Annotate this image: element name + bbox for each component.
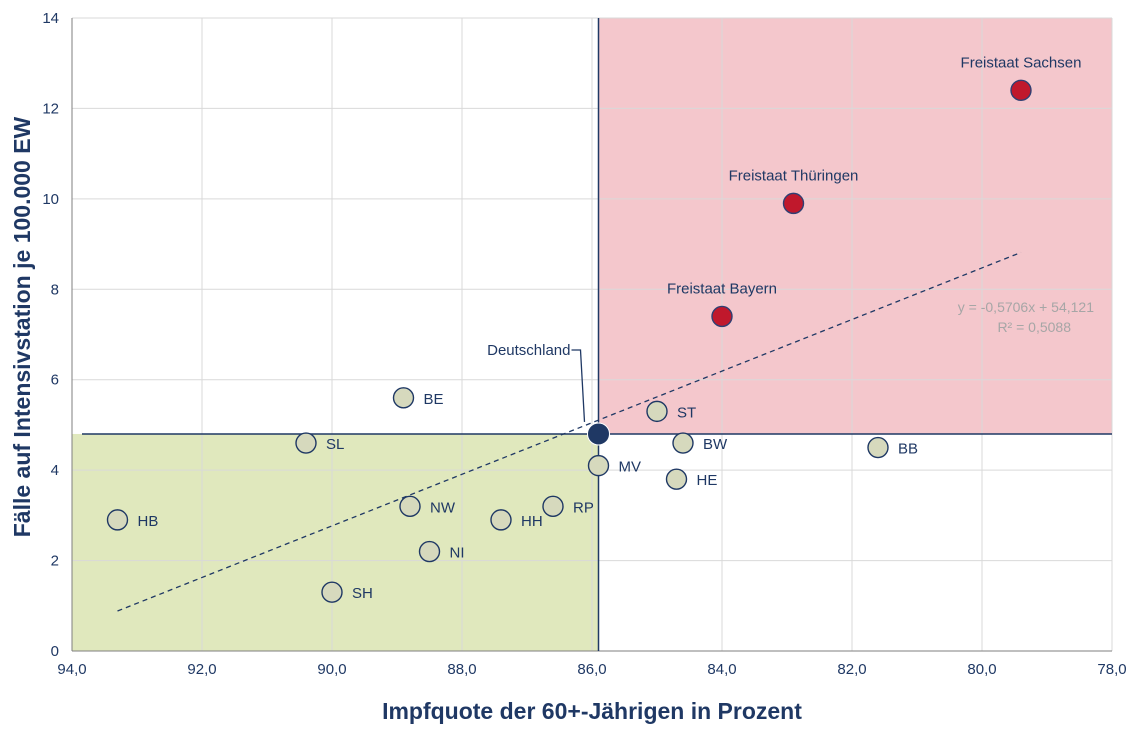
point-label-hh: HH: [521, 513, 543, 530]
point-he: [665, 468, 688, 490]
point-ni: [418, 540, 441, 563]
trendline-r2: R² = 0,5088: [997, 319, 1071, 335]
point-label-mv: MV: [619, 459, 642, 476]
point-label-freistaat-sachsen: Freistaat Sachsen: [961, 54, 1082, 71]
point-label-freistaat-bayern: Freistaat Bayern: [667, 280, 777, 297]
point-label-ni: NI: [450, 545, 465, 562]
ticks-layer: 94,0 92,0 90,0 88,0 86,0 84,0 82,0 80,0 78,0 0 2 4 6…: [42, 10, 1126, 678]
point-be: [392, 387, 415, 409]
point-label-sl: SL: [326, 436, 344, 453]
region-0: [598, 18, 1112, 434]
point-label-rp: RP: [573, 499, 594, 516]
x-tick-label: 86,0: [577, 661, 606, 678]
point-label-deutschland: Deutschland: [487, 342, 570, 359]
region-1: [72, 433, 599, 651]
point-st: [646, 400, 668, 423]
point-mv: [587, 454, 610, 477]
point-label-he: HE: [697, 472, 718, 489]
y-tick-label: 4: [51, 462, 59, 479]
y-axis-title: Fälle auf Intensivstation je 100.000 EW: [9, 116, 35, 537]
point-sh: [321, 581, 343, 603]
x-tick-label: 82,0: [837, 661, 866, 678]
x-tick-label: 88,0: [447, 661, 476, 678]
y-tick-label: 2: [51, 553, 59, 570]
trendline: [117, 251, 1022, 612]
point-label-hb: HB: [138, 513, 159, 530]
labels-layer: y = -0,5706x + 54,121 R² = 0,5088 HB SH SL BE…: [138, 54, 1095, 602]
point-label-bw: BW: [703, 436, 728, 453]
point-label-bb: BB: [898, 441, 918, 458]
points-layer: [106, 79, 1032, 603]
y-tick-label: 0: [51, 643, 59, 660]
point-freistaat-bayern: [711, 305, 733, 328]
point-freistaat-sachsen: [1010, 79, 1032, 102]
point-label-sh: SH: [352, 585, 373, 602]
y-tick-label: 12: [42, 100, 59, 117]
x-tick-label: 84,0: [707, 661, 736, 678]
point-label-freistaat-th-ringen: Freistaat Thüringen: [729, 167, 859, 184]
point-nw: [399, 495, 421, 518]
point-label-nw: NW: [430, 499, 456, 516]
y-tick-label: 10: [42, 191, 59, 208]
x-tick-label: 92,0: [187, 661, 216, 678]
deutschland-callout-line: [571, 349, 586, 423]
x-tick-label: 80,0: [967, 661, 996, 678]
point-rp: [542, 495, 564, 518]
trendline-layer: [117, 251, 1022, 612]
point-label-be: BE: [424, 391, 444, 408]
y-tick-label: 8: [51, 281, 59, 298]
y-tick-label: 14: [42, 10, 59, 27]
point-hh: [490, 509, 512, 531]
trendline-equation: y = -0,5706x + 54,121: [958, 299, 1094, 315]
point-bw: [672, 432, 694, 454]
point-bb: [867, 436, 889, 459]
x-axis-title: Impfquote der 60+-Jährigen in Prozent: [382, 698, 802, 724]
y-tick-label: 6: [51, 372, 59, 389]
x-tick-label: 90,0: [317, 661, 346, 678]
point-freistaat-th-ringen: [782, 192, 805, 215]
point-label-st: ST: [677, 404, 696, 421]
point-hb: [106, 509, 129, 531]
x-tick-label: 94,0: [57, 661, 86, 678]
point-sl: [295, 432, 317, 454]
x-tick-label: 78,0: [1097, 661, 1126, 678]
point-deutschland: [587, 422, 610, 446]
